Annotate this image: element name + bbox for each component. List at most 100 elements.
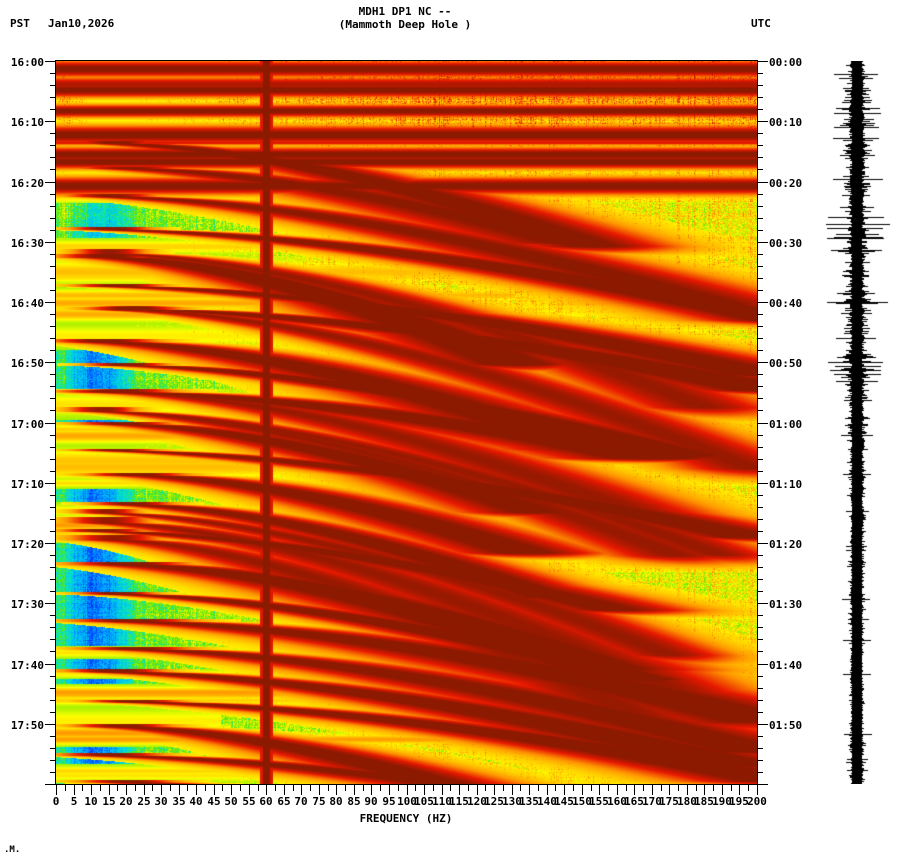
freq-tick-major — [109, 785, 110, 795]
time-tick-major-left — [45, 182, 56, 183]
time-label-pst: 17:30 — [10, 598, 44, 611]
time-tick-minor-left — [50, 73, 56, 74]
time-tick-minor-left — [50, 748, 56, 749]
time-tick-minor-left — [50, 169, 56, 170]
time-tick-minor-left — [50, 278, 56, 279]
time-tick-minor-right — [757, 194, 763, 195]
time-label-utc: 00:20 — [769, 177, 803, 190]
time-label-utc: 00:30 — [769, 237, 803, 250]
freq-tick-major — [442, 785, 443, 795]
time-tick-minor-right — [757, 531, 763, 532]
time-label-utc: 01:20 — [769, 538, 803, 551]
time-tick-minor-left — [50, 230, 56, 231]
freq-tick-minor — [117, 785, 118, 791]
freq-label: 175 — [659, 795, 679, 808]
freq-label: 195 — [729, 795, 749, 808]
time-tick-minor-left — [50, 772, 56, 773]
freq-tick-minor — [468, 785, 469, 791]
time-tick-minor-left — [50, 567, 56, 568]
time-tick-minor-right — [757, 772, 763, 773]
time-tick-minor-left — [50, 85, 56, 86]
time-tick-minor-left — [50, 760, 56, 761]
station-subtitle-text: (Mammoth Deep Hole ) — [338, 18, 472, 31]
freq-label: 105 — [414, 795, 434, 808]
freq-tick-minor — [82, 785, 83, 791]
freq-tick-major — [319, 785, 320, 795]
time-tick-minor-left — [50, 145, 56, 146]
time-label-utc: 00:40 — [769, 297, 803, 310]
time-label-utc: 00:10 — [769, 116, 803, 129]
time-tick-minor-right — [757, 97, 763, 98]
freq-tick-minor — [555, 785, 556, 791]
freq-tick-major — [56, 785, 57, 795]
time-label-pst: 17:50 — [10, 719, 44, 732]
freq-tick-major — [354, 785, 355, 795]
time-tick-major-left — [45, 724, 56, 725]
freq-tick-minor — [713, 785, 714, 791]
freq-tick-minor — [293, 785, 294, 791]
time-tick-major-left — [45, 302, 56, 303]
freq-tick-minor — [643, 785, 644, 791]
seismogram-canvas — [812, 61, 898, 784]
freq-tick-minor — [591, 785, 592, 791]
freq-tick-major — [582, 785, 583, 795]
freq-label: 0 — [52, 795, 60, 808]
time-tick-minor-left — [50, 495, 56, 496]
freq-tick-minor — [415, 785, 416, 791]
freq-tick-minor — [503, 785, 504, 791]
freq-tick-major — [161, 785, 162, 795]
station-title-text: MDH1 DP1 NC -- — [358, 5, 452, 18]
time-tick-minor-right — [757, 615, 763, 616]
freq-tick-minor — [520, 785, 521, 791]
freq-label: 75 — [312, 795, 326, 808]
time-tick-minor-left — [50, 338, 56, 339]
time-tick-minor-right — [757, 712, 763, 713]
freq-tick-major — [214, 785, 215, 795]
time-tick-minor-right — [757, 278, 763, 279]
freq-tick-major — [284, 785, 285, 795]
time-label-pst: 16:40 — [10, 297, 44, 310]
freq-tick-minor — [363, 785, 364, 791]
time-label-utc: 01:30 — [769, 598, 803, 611]
freq-tick-major — [249, 785, 250, 795]
time-tick-major-right — [757, 302, 768, 303]
freq-tick-minor — [398, 785, 399, 791]
time-tick-minor-right — [757, 374, 763, 375]
time-tick-minor-left — [50, 133, 56, 134]
time-label-pst: 16:00 — [10, 56, 44, 69]
freq-tick-major — [144, 785, 145, 795]
time-tick-minor-right — [757, 748, 763, 749]
time-tick-minor-right — [757, 688, 763, 689]
time-tick-major-right — [757, 182, 768, 183]
freq-tick-major — [196, 785, 197, 795]
freq-label: 70 — [294, 795, 308, 808]
freq-tick-major — [757, 785, 758, 795]
freq-label: 150 — [572, 795, 592, 808]
freq-tick-minor — [205, 785, 206, 791]
time-tick-minor-left — [50, 290, 56, 291]
freq-label: 160 — [607, 795, 627, 808]
time-tick-minor-left — [50, 700, 56, 701]
time-label-utc: 01:50 — [769, 719, 803, 732]
time-tick-minor-left — [50, 374, 56, 375]
time-tick-minor-right — [757, 230, 763, 231]
freq-tick-major — [739, 785, 740, 795]
station-subtitle: (Mammoth Deep Hole ) — [0, 18, 902, 31]
time-tick-major-right — [757, 362, 768, 363]
freq-tick-minor — [678, 785, 679, 791]
freq-tick-minor — [222, 785, 223, 791]
time-tick-minor-right — [757, 567, 763, 568]
time-tick-minor-right — [757, 206, 763, 207]
freq-tick-major — [599, 785, 600, 795]
time-tick-minor-left — [50, 254, 56, 255]
time-tick-minor-right — [757, 676, 763, 677]
timezone-label-left: PST — [10, 17, 30, 30]
time-tick-minor-right — [757, 109, 763, 110]
time-tick-major-right — [757, 543, 768, 544]
time-tick-minor-left — [50, 712, 56, 713]
time-tick-minor-right — [757, 555, 763, 556]
time-tick-minor-right — [757, 639, 763, 640]
time-tick-major-left — [45, 362, 56, 363]
freq-label: 115 — [449, 795, 469, 808]
time-tick-major-right — [757, 483, 768, 484]
